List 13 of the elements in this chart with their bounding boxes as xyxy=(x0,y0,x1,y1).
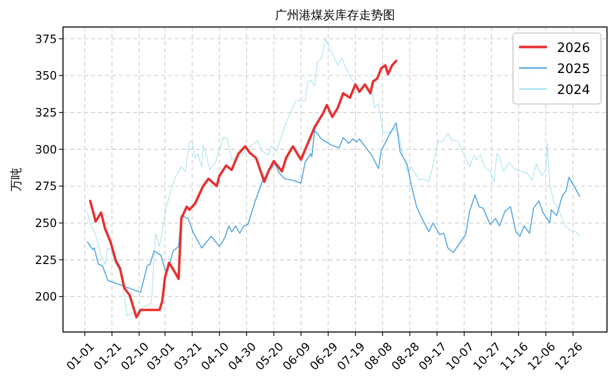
legend-label: 2025 xyxy=(557,62,590,77)
y-tick-label: 275 xyxy=(35,179,57,194)
y-tick-label: 250 xyxy=(35,216,57,230)
y-tick-label: 350 xyxy=(35,68,57,83)
y-tick-label: 225 xyxy=(35,252,57,267)
y-tick-label: 325 xyxy=(35,105,57,120)
y-tick-label: 200 xyxy=(35,290,57,304)
y-axis-title: 万吨 xyxy=(9,168,23,192)
y-tick-label: 300 xyxy=(35,142,57,156)
chart-title: 广州港煤炭库存走势图 xyxy=(275,8,395,22)
legend-label: 2026 xyxy=(557,41,590,56)
legend-label: 2024 xyxy=(557,83,590,98)
y-tick-label: 375 xyxy=(35,32,57,46)
